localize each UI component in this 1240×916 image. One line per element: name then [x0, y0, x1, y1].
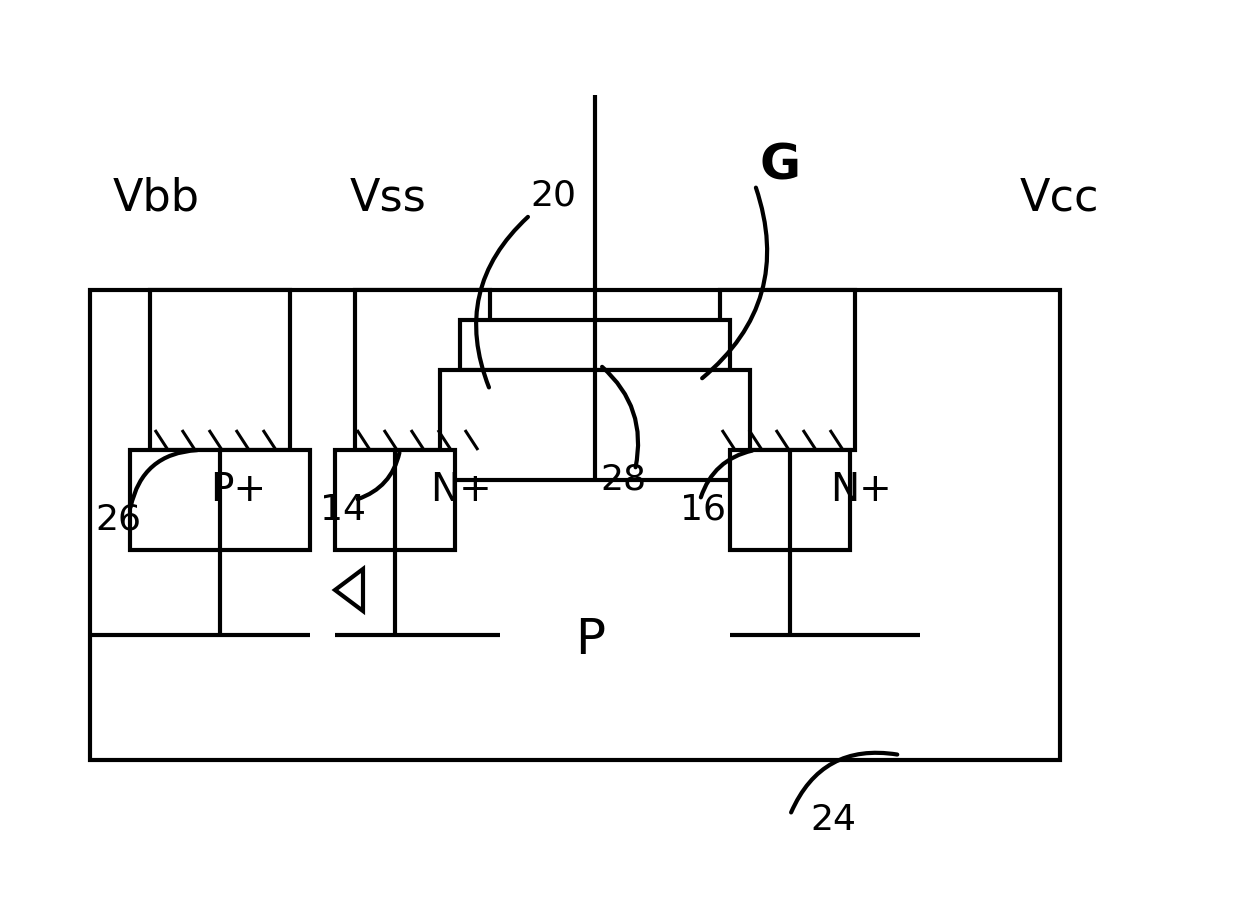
- Text: Vbb: Vbb: [113, 177, 200, 220]
- Text: 14: 14: [320, 493, 366, 527]
- Polygon shape: [335, 569, 363, 611]
- Text: P+: P+: [210, 471, 267, 509]
- Bar: [355, 290, 490, 450]
- Text: P: P: [575, 616, 605, 664]
- Text: N+: N+: [830, 471, 892, 509]
- Bar: [130, 450, 310, 550]
- Text: 16: 16: [680, 493, 725, 527]
- Text: Vcc: Vcc: [1021, 177, 1100, 220]
- Text: Vss: Vss: [350, 177, 427, 220]
- Text: 26: 26: [95, 503, 141, 537]
- Bar: [720, 290, 856, 450]
- Bar: [150, 290, 290, 450]
- Text: 24: 24: [810, 803, 856, 837]
- Bar: [91, 290, 1060, 760]
- Text: N+: N+: [430, 471, 492, 509]
- Bar: [730, 450, 849, 550]
- Bar: [440, 370, 750, 480]
- Text: 20: 20: [529, 178, 577, 212]
- Bar: [460, 320, 730, 370]
- Text: 28: 28: [600, 463, 646, 497]
- Bar: [335, 450, 455, 550]
- Text: G: G: [760, 141, 801, 189]
